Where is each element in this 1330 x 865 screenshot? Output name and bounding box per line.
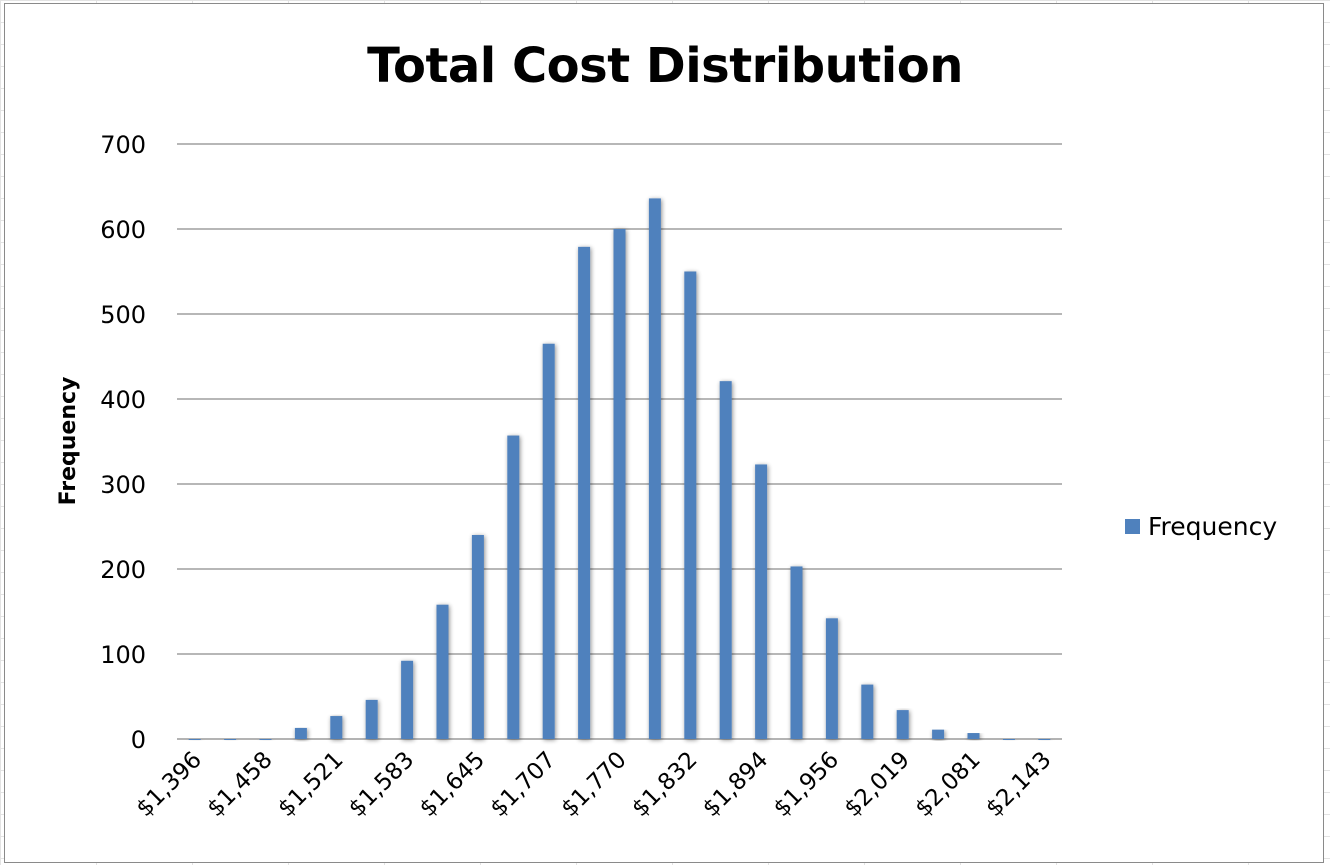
bar[interactable] [436,604,449,739]
x-tick-label: $1,707 [486,747,561,822]
x-tick-label: $1,956 [769,747,844,822]
y-tick-label: 700 [100,131,146,159]
bar[interactable] [896,710,909,739]
bar[interactable] [188,739,201,740]
bar[interactable] [825,618,838,739]
bar[interactable] [648,198,661,739]
bar[interactable] [507,435,520,739]
y-tick-label: 400 [100,386,146,414]
bar[interactable] [542,343,555,739]
chart-area[interactable] [4,3,1324,863]
bar[interactable] [224,739,237,740]
x-tick-label: $2,143 [981,747,1056,822]
bar[interactable] [755,464,768,739]
x-tick-label: $1,770 [556,747,631,822]
bar[interactable] [259,739,272,740]
bar[interactable] [932,729,945,739]
y-tick-label: 200 [100,556,146,584]
y-axis-label: Frequency [56,377,81,506]
y-tick-label: 100 [100,641,146,669]
x-tick-label: $1,645 [415,747,490,822]
y-tick-label: 300 [100,471,146,499]
bar[interactable] [790,566,803,739]
bar[interactable] [719,381,732,739]
bar[interactable] [1038,739,1051,740]
bar[interactable] [294,727,307,739]
bar[interactable] [330,716,343,739]
bar[interactable] [967,733,980,739]
legend-swatch [1125,519,1140,534]
bar[interactable] [365,699,378,739]
x-tick-label: $2,019 [840,747,915,822]
chart-title[interactable]: Total Cost Distribution [367,38,963,94]
y-tick-label: 500 [100,301,146,329]
x-tick-label: $1,832 [627,747,702,822]
chart-legend[interactable]: Frequency [1125,512,1277,541]
x-tick-label: $1,894 [698,747,773,822]
y-tick-label: 600 [100,216,146,244]
x-tick-label: $2,081 [910,747,985,822]
y-tick-label: 0 [131,726,146,754]
bar[interactable] [684,271,697,740]
bar[interactable] [578,246,591,739]
bar[interactable] [861,684,874,739]
bar[interactable] [1002,739,1015,740]
x-tick-label: $1,396 [132,747,207,822]
x-tick-label: $1,458 [202,747,277,822]
legend-label: Frequency [1148,512,1278,541]
x-tick-label: $1,521 [273,747,348,822]
x-tick-label: $1,583 [344,747,419,822]
bar[interactable] [401,660,414,739]
bar[interactable] [471,535,484,739]
bar[interactable] [613,229,626,739]
